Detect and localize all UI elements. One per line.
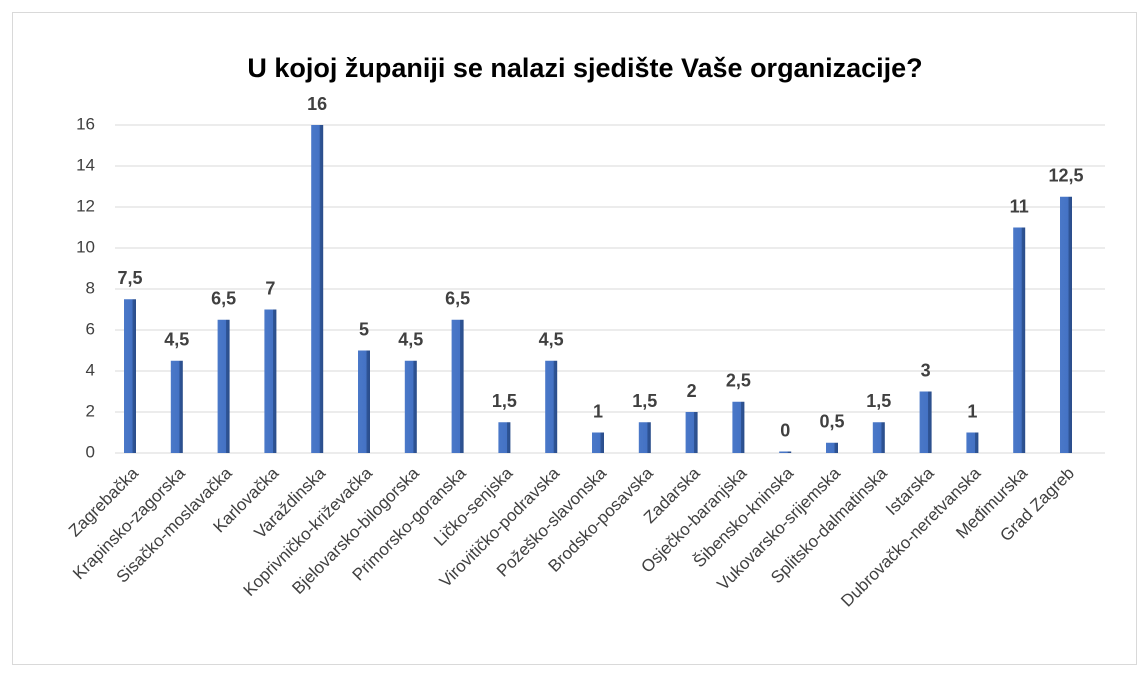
data-label: 1 [593,401,603,421]
data-label: 12,5 [1048,166,1083,186]
bar [264,309,277,453]
bar [592,432,604,453]
data-label: 0 [780,420,790,440]
data-label: 11 [1010,196,1029,216]
bar [732,401,745,453]
chart-border [12,12,1137,665]
bar [498,422,511,453]
bar [170,360,183,453]
y-tick-label: 10 [76,237,95,256]
bar [966,432,979,453]
data-label: 16 [307,94,327,114]
data-label: 1,5 [866,391,891,411]
y-tick-label: 6 [86,319,95,338]
bar [451,319,464,453]
data-label: 6,5 [445,289,470,309]
data-label: 1 [967,401,977,421]
data-label: 5 [359,319,369,339]
data-label: 4,5 [539,330,564,350]
bar [311,125,324,453]
bar [404,360,417,453]
data-label: 3 [921,360,931,380]
data-label: 7 [265,278,275,298]
data-label: 4,5 [164,330,189,350]
bar [1060,196,1072,453]
bar [779,451,792,453]
bar [872,422,885,453]
data-label: 1,5 [632,391,657,411]
y-tick-label: 4 [86,360,95,379]
bar [638,422,651,453]
y-tick-label: 2 [86,401,95,420]
bar [124,299,136,453]
data-label: 0,5 [819,412,844,432]
data-label: 2,5 [726,371,751,391]
y-tick-label: 8 [86,278,95,297]
y-tick-label: 0 [86,442,95,461]
y-tick-label: 16 [76,114,95,133]
bar [1013,227,1026,453]
bar [826,442,838,453]
bar [919,391,932,453]
data-label: 7,5 [117,268,142,288]
y-tick-label: 12 [76,196,95,215]
bar [545,360,558,453]
data-label: 4,5 [398,330,423,350]
bar [685,412,698,453]
data-label: 6,5 [211,289,236,309]
y-tick-label: 14 [76,155,95,174]
bar [217,319,230,453]
data-label: 2 [687,381,697,401]
bar [358,350,370,453]
data-label: 1,5 [492,391,517,411]
chart-title: U kojoj županiji se nalazi sjedište Vaše… [247,53,922,83]
